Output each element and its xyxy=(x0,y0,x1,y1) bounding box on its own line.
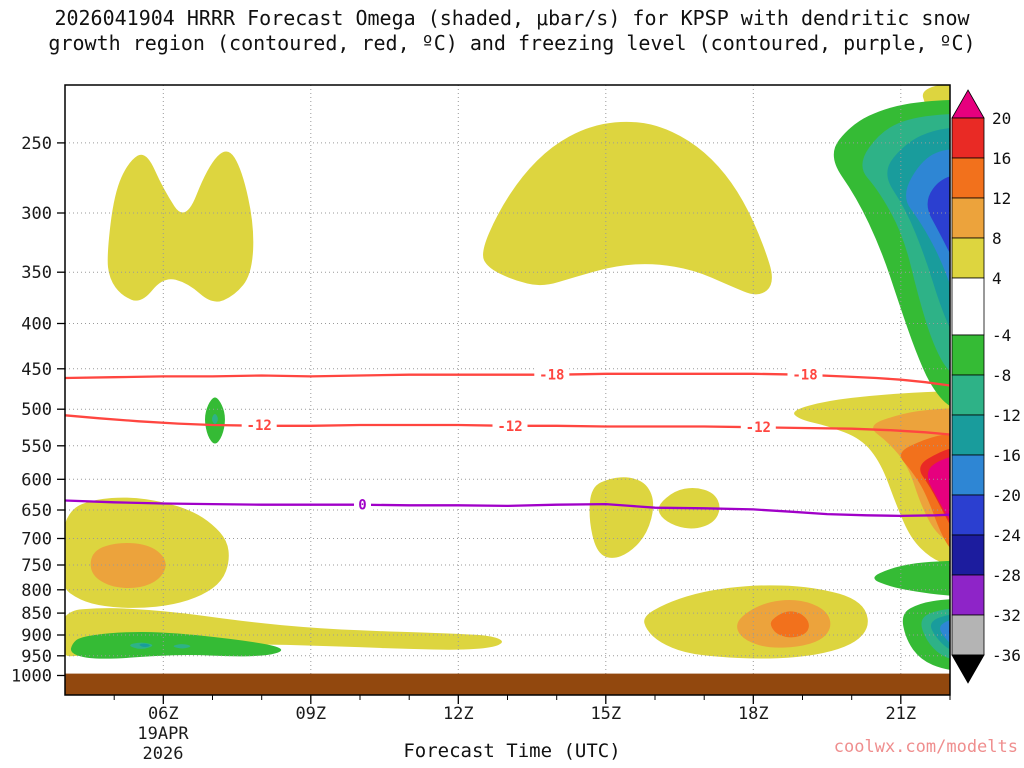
colorbar-segment xyxy=(951,334,985,376)
colorbar-label: -28 xyxy=(992,566,1021,585)
y-tick-label: 650 xyxy=(21,501,52,521)
colorbar-label: -8 xyxy=(992,366,1011,385)
x-tick-label: 15Z xyxy=(590,704,621,724)
y-tick-label: 400 xyxy=(21,315,52,335)
y-tick-label: 450 xyxy=(21,360,52,380)
omega-07z-teal-spot xyxy=(212,414,218,425)
contour-lines: -18 -18 -12 -12 -12 0 xyxy=(65,366,950,518)
contour-label-bg xyxy=(492,417,528,434)
omega-upper-left-ridge xyxy=(107,151,254,302)
chart-title-line2: growth region (contoured, red, ºC) and f… xyxy=(48,31,976,55)
contour-freezing-level-0C xyxy=(65,499,950,518)
x-tick-label: 06Z xyxy=(148,704,179,724)
colorbar-segment xyxy=(951,574,985,616)
colorbar-label: -20 xyxy=(992,486,1021,505)
colorbar-label: -24 xyxy=(992,526,1021,545)
omega-upper-center-ridge xyxy=(483,121,772,295)
x-tick-label: 18Z xyxy=(738,704,769,724)
contour-label: 0 xyxy=(358,498,366,514)
colorbar-segment xyxy=(951,534,985,576)
contour-label-bg xyxy=(740,419,776,436)
contour-label-bg xyxy=(354,496,371,513)
contour-label: -18 xyxy=(792,368,817,384)
date-line2: 2026 xyxy=(142,744,184,764)
y-tick-label: 850 xyxy=(21,604,52,624)
colorbar-segment xyxy=(951,454,985,496)
y-tick-label: 250 xyxy=(21,134,52,154)
x-axis-title: Forecast Time (UTC) xyxy=(403,740,621,762)
omega-corner-blue xyxy=(940,620,950,644)
gridlines xyxy=(65,85,950,695)
contour-label: -18 xyxy=(539,368,564,384)
colorbar-label: 12 xyxy=(992,189,1011,208)
colorbar: 20 16 12 8 4 -4 -8 -12 -16 -20 -24 -28 -32 -36 xyxy=(951,89,1021,684)
omega-lowlevel-teal-spot-2 xyxy=(173,644,191,649)
y-tick-label: 350 xyxy=(21,263,52,283)
contour-label: -12 xyxy=(247,418,272,434)
contour-label-bg xyxy=(241,417,277,433)
omega-right-midlevel-core xyxy=(927,457,950,521)
omega-lowlevel-cyan-spot xyxy=(139,643,150,648)
colorbar-label: -4 xyxy=(992,326,1011,345)
x-axis: 06Z 09Z 12Z 15Z 18Z 21Z xyxy=(113,695,951,724)
date-line1: 19APR xyxy=(137,724,189,744)
y-tick-label: 700 xyxy=(21,530,52,550)
colorbar-label: 8 xyxy=(992,229,1002,248)
omega-right-green-band xyxy=(874,560,950,596)
colorbar-segment xyxy=(951,197,985,239)
omega-upper-right-deep-blue xyxy=(927,176,950,254)
omega-midlow-15z-west xyxy=(589,477,654,558)
y-tick-label: 500 xyxy=(21,400,52,420)
y-tick-label: 950 xyxy=(21,647,52,667)
colorbar-segment xyxy=(951,494,985,536)
colorbar-segment xyxy=(951,614,985,656)
colorbar-segment xyxy=(951,157,985,199)
y-tick-label: 550 xyxy=(21,437,52,457)
x-tick-label: 09Z xyxy=(295,704,326,724)
terrain-surface xyxy=(65,673,950,695)
shaded-omega-regions xyxy=(65,85,950,670)
colorbar-segment xyxy=(951,277,985,336)
y-tick-label: 800 xyxy=(21,581,52,601)
x-axis-date: 19APR 2026 xyxy=(137,724,188,764)
colorbar-top-arrow xyxy=(951,89,985,119)
colorbar-label: -12 xyxy=(992,406,1021,425)
colorbar-label: -36 xyxy=(992,646,1021,665)
chart-title-line1: 2026041904 HRRR Forecast Omega (shaded, … xyxy=(54,6,970,30)
x-tick-label: 12Z xyxy=(443,704,474,724)
y-axis: 2503003504004505005506006507007508008509… xyxy=(11,134,65,687)
contour-label-bg xyxy=(534,366,570,383)
colorbar-segment xyxy=(951,374,985,416)
y-tick-label: 750 xyxy=(21,556,52,576)
colorbar-segment xyxy=(951,414,985,456)
watermark: coolwx.com/modelts xyxy=(833,737,1018,757)
colorbar-label: -32 xyxy=(992,606,1021,625)
y-tick-label: 1000 xyxy=(11,667,52,687)
y-tick-label: 900 xyxy=(21,626,52,646)
omega-lowlevel-18z-core xyxy=(770,611,809,638)
omega-lowlevel-left-orange xyxy=(90,542,166,589)
colorbar-bottom-arrow xyxy=(951,654,985,684)
contour-label: -12 xyxy=(746,420,771,436)
y-tick-label: 600 xyxy=(21,470,52,490)
colorbar-segment xyxy=(951,237,985,279)
contour-label: -12 xyxy=(497,419,522,435)
x-tick-label: 21Z xyxy=(885,704,916,724)
colorbar-segment xyxy=(951,117,985,159)
contour-label-bg xyxy=(787,366,823,383)
colorbar-label: 16 xyxy=(992,149,1011,168)
y-tick-label: 300 xyxy=(21,204,52,224)
colorbar-label: 20 xyxy=(992,109,1011,128)
colorbar-label: -16 xyxy=(992,446,1021,465)
colorbar-label: 4 xyxy=(992,269,1002,288)
